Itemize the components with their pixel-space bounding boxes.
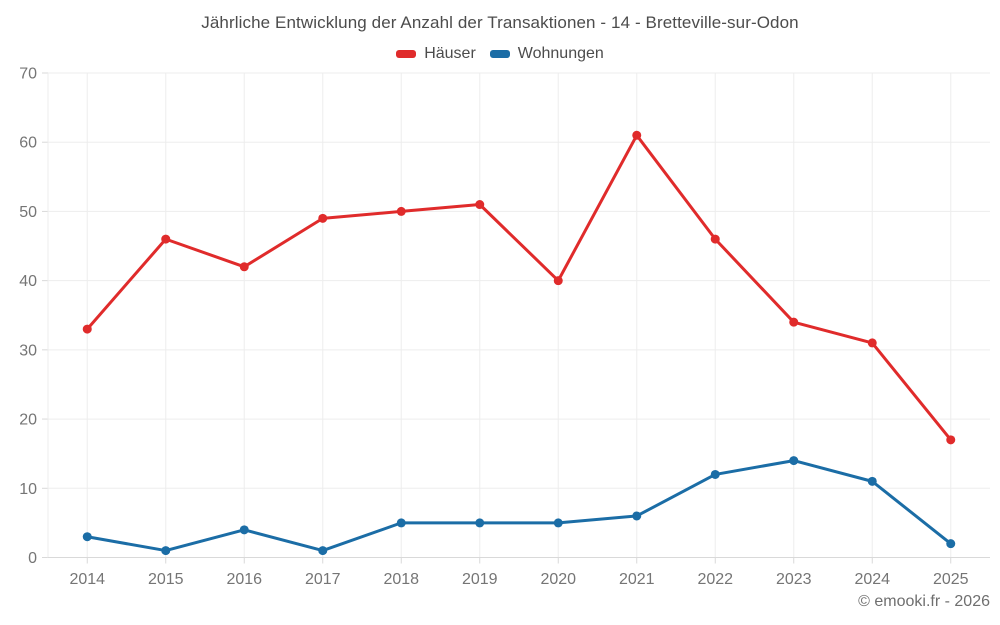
copyright-notice: © emooki.fr - 2026 — [858, 593, 990, 610]
series-line-häuser[interactable] — [85, 133, 953, 442]
x-tick-label: 2018 — [383, 571, 419, 588]
data-point-wohnungen-2021[interactable] — [632, 511, 642, 521]
y-tick-label: 10 — [19, 481, 37, 498]
legend-item-haeuser[interactable]: Häuser — [396, 45, 476, 63]
x-tick-label: 2020 — [540, 571, 576, 588]
x-tick-label: 2016 — [226, 571, 262, 588]
y-tick-label: 30 — [19, 342, 37, 359]
data-point-häuser-2017[interactable] — [318, 213, 328, 223]
legend-label-haeuser: Häuser — [424, 45, 476, 62]
data-point-häuser-2025[interactable] — [946, 435, 956, 445]
data-point-wohnungen-2023[interactable] — [789, 456, 799, 466]
data-point-wohnungen-2024[interactable] — [867, 476, 877, 486]
data-point-häuser-2016[interactable] — [239, 262, 249, 272]
chart-title: Jährliche Entwicklung der Anzahl der Tra… — [201, 13, 799, 32]
data-point-häuser-2014[interactable] — [82, 324, 92, 334]
legend-swatch-haeuser-icon — [396, 50, 417, 58]
legend-swatch-wohnungen-icon — [489, 50, 510, 58]
data-point-häuser-2023[interactable] — [789, 317, 799, 327]
data-point-wohnungen-2014[interactable] — [82, 532, 92, 542]
x-tick-label: 2024 — [854, 571, 890, 588]
data-point-wohnungen-2025[interactable] — [946, 539, 956, 549]
data-point-wohnungen-2017[interactable] — [318, 546, 328, 556]
y-tick-label: 40 — [19, 273, 37, 290]
data-point-häuser-2024[interactable] — [867, 338, 877, 348]
y-tick-label: 20 — [19, 412, 37, 429]
data-point-häuser-2021[interactable] — [632, 130, 642, 140]
x-tick-label: 2017 — [305, 571, 341, 588]
data-point-wohnungen-2018[interactable] — [396, 518, 406, 528]
legend: Häuser Wohnungen — [0, 45, 1000, 63]
x-tick-label: 2021 — [619, 571, 655, 588]
x-tick-label: 2019 — [462, 571, 498, 588]
data-point-wohnungen-2022[interactable] — [710, 469, 720, 479]
data-point-wohnungen-2015[interactable] — [161, 546, 171, 556]
data-point-wohnungen-2016[interactable] — [239, 525, 249, 535]
x-tick-label: 2015 — [148, 571, 184, 588]
y-tick-label: 0 — [28, 550, 37, 567]
x-tick-label: 2025 — [933, 571, 969, 588]
data-point-wohnungen-2019[interactable] — [475, 518, 485, 528]
data-point-häuser-2015[interactable] — [161, 234, 171, 244]
data-point-häuser-2020[interactable] — [553, 276, 563, 286]
y-tick-label: 60 — [19, 135, 37, 152]
legend-label-wohnungen: Wohnungen — [517, 45, 604, 62]
data-point-wohnungen-2020[interactable] — [553, 518, 563, 528]
x-tick-label: 2023 — [776, 571, 812, 588]
data-point-häuser-2022[interactable] — [710, 234, 720, 244]
series-line-wohnungen[interactable] — [85, 459, 953, 553]
y-tick-label: 70 — [19, 66, 37, 83]
data-point-häuser-2019[interactable] — [475, 200, 485, 210]
x-tick-label: 2022 — [697, 571, 733, 588]
legend-item-wohnungen[interactable]: Wohnungen — [489, 45, 604, 63]
x-tick-label: 2014 — [69, 571, 105, 588]
y-tick-label: 50 — [19, 204, 37, 221]
data-point-häuser-2018[interactable] — [396, 206, 406, 216]
